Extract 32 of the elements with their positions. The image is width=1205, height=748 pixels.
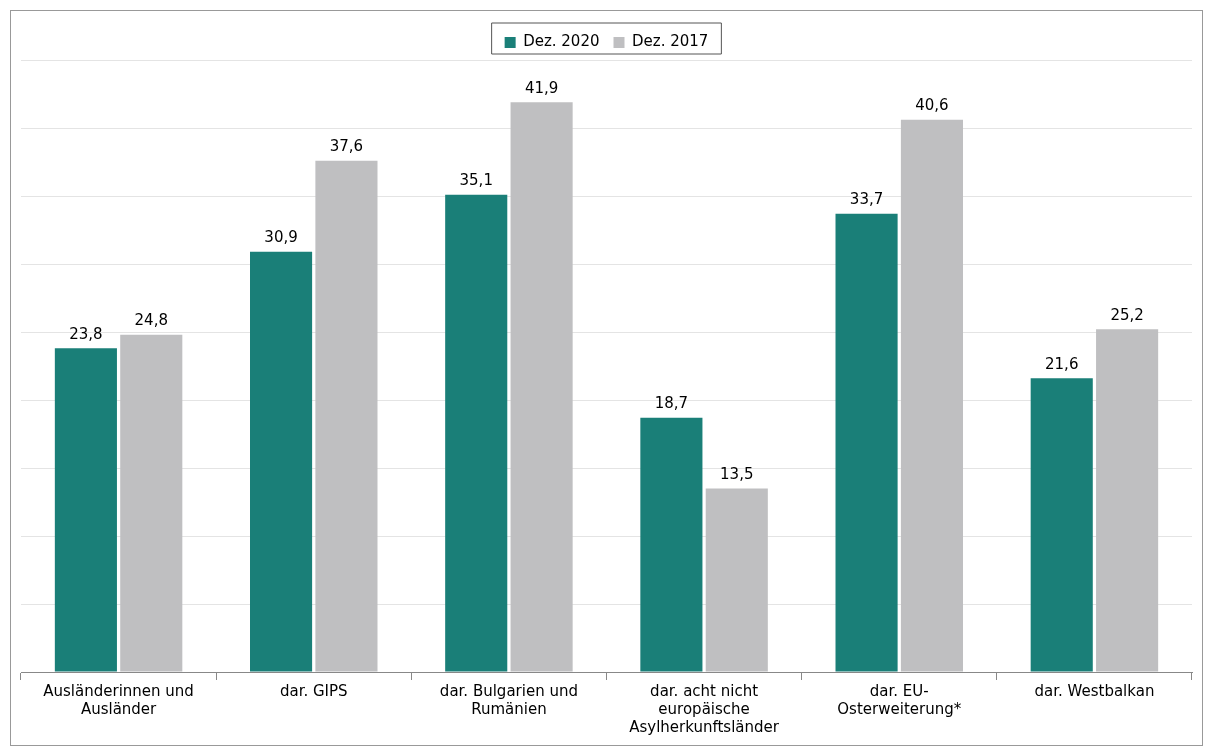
- data-label: 37,6: [329, 137, 364, 156]
- x-tick-label: dar. acht nicht europäische Asylherkunftsländer: [629, 681, 780, 736]
- data-label: 25,2: [1110, 305, 1144, 324]
- data-label: 13,5: [720, 464, 754, 483]
- x-tick-label: dar. EU-Osterweiterung*: [837, 681, 962, 718]
- data-label: 33,7: [849, 190, 884, 209]
- bar: [705, 488, 768, 672]
- x-tick-label: Ausländerinnen und Ausländer: [43, 681, 194, 718]
- bar: [445, 194, 508, 672]
- bar: [54, 348, 117, 672]
- bar: [1096, 329, 1159, 672]
- data-label: 30,9: [264, 228, 298, 247]
- bar: [835, 213, 898, 672]
- legend-label: Dez. 2017: [632, 32, 709, 51]
- data-label: 24,8: [134, 311, 168, 330]
- bar: [510, 102, 573, 672]
- bar: [1030, 378, 1093, 672]
- data-label: 23,8: [69, 324, 103, 343]
- bar: [315, 160, 378, 672]
- legend-label: Dez. 2020: [523, 32, 600, 51]
- data-label: 40,6: [915, 96, 949, 115]
- data-label: 21,6: [1045, 354, 1079, 373]
- bar: [250, 251, 313, 672]
- bar: [900, 119, 963, 672]
- data-label: 41,9: [524, 78, 559, 97]
- bar: [120, 334, 183, 672]
- data-label: 18,7: [654, 394, 689, 413]
- x-tick-label: dar. Bulgarien und Rumänien: [439, 681, 578, 718]
- x-tick-label: dar. Westbalkan: [1034, 681, 1155, 700]
- bar: [640, 417, 703, 672]
- data-label: 35,1: [459, 171, 493, 190]
- x-tick-label: dar. GIPS: [279, 681, 348, 700]
